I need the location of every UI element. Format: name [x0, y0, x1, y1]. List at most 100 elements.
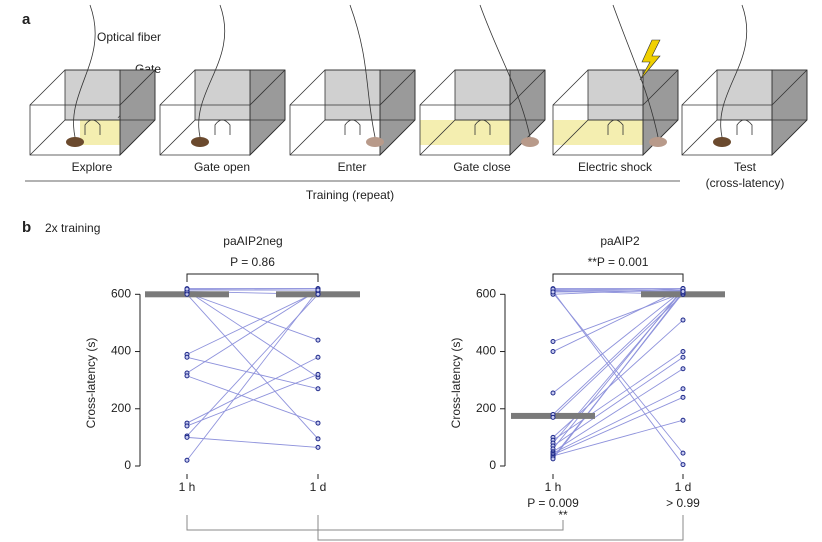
- lit-area: [420, 120, 510, 145]
- dark-front: [716, 69, 773, 121]
- point: [680, 349, 686, 355]
- pair-line: [552, 289, 684, 394]
- chart-title: paAIP2neg: [223, 234, 282, 248]
- point: [184, 354, 190, 360]
- pair-line: [552, 419, 684, 457]
- box: [289, 4, 416, 156]
- pair-line: [186, 356, 319, 390]
- box-edges: [419, 69, 546, 156]
- pair-line: [552, 290, 684, 293]
- bracket: [186, 273, 319, 282]
- y-tick-label: 200: [111, 401, 131, 415]
- fiber: [612, 4, 659, 138]
- box: [29, 4, 156, 156]
- x-tick-label: 1 d: [310, 480, 327, 494]
- point: [680, 394, 686, 400]
- point: [680, 386, 686, 392]
- pair-line: [186, 289, 319, 461]
- pair-line: [552, 291, 684, 465]
- y-tick-label: 200: [476, 401, 496, 415]
- fiber: [720, 4, 748, 138]
- y-tick-label: 600: [111, 286, 131, 300]
- gate: [84, 119, 101, 135]
- y-axis-label: Cross-latency (s): [449, 338, 463, 429]
- box: [552, 4, 679, 156]
- bracket: [552, 273, 684, 282]
- stars: **: [558, 508, 568, 522]
- panel-label: a: [22, 11, 31, 28]
- x-tick-label: 1 h: [179, 480, 196, 494]
- dark-chamber: [379, 69, 416, 156]
- x-tick-label: 1 h: [545, 480, 562, 494]
- stage-label: Enter: [338, 160, 367, 174]
- mouse: [521, 137, 539, 147]
- pair-line: [186, 289, 319, 374]
- point: [680, 462, 686, 468]
- gate: [736, 119, 753, 135]
- fiber: [479, 4, 531, 138]
- chart-title: paAIP2: [600, 234, 640, 248]
- test-label: (cross-latency): [706, 176, 785, 190]
- pair-line: [552, 291, 684, 460]
- point: [315, 444, 321, 450]
- dark-chamber: [771, 69, 808, 156]
- point: [184, 286, 190, 292]
- pair-line: [186, 291, 319, 355]
- stage-label: Explore: [72, 160, 113, 174]
- lightning: [639, 39, 661, 81]
- point: [680, 288, 686, 294]
- connector: [317, 515, 684, 541]
- stage-label: Gate close: [453, 160, 511, 174]
- box: [159, 4, 286, 156]
- box-edges: [29, 69, 156, 156]
- gate: [214, 119, 231, 135]
- pair-line: [552, 288, 684, 291]
- pair-line: [552, 396, 684, 455]
- point: [550, 289, 556, 295]
- fiber: [198, 4, 226, 138]
- point: [315, 337, 321, 343]
- dark-front: [64, 69, 121, 121]
- pair-line: [186, 436, 319, 448]
- dark-chamber: [249, 69, 286, 156]
- p-value: P = 0.009: [527, 496, 579, 510]
- point: [315, 354, 321, 360]
- pair-line: [552, 291, 684, 415]
- comparison: **P = 0.001: [588, 255, 649, 269]
- point: [680, 317, 686, 323]
- y-tick-label: 400: [111, 344, 131, 358]
- pair-line: [552, 351, 684, 441]
- p-value: > 0.99: [666, 496, 700, 510]
- fiber: [73, 4, 96, 138]
- box-edges: [681, 69, 808, 156]
- y-tick-label: 600: [476, 286, 496, 300]
- dark-front: [324, 69, 381, 121]
- y-tick-label: 400: [476, 344, 496, 358]
- point: [550, 390, 556, 396]
- point: [184, 423, 190, 429]
- y-tick-label: 0: [124, 458, 131, 472]
- connector: [186, 515, 564, 531]
- apparatus: [29, 4, 808, 156]
- box: [419, 4, 546, 156]
- mouse: [191, 137, 209, 147]
- point: [315, 436, 321, 442]
- box: [681, 4, 808, 156]
- point: [315, 371, 321, 377]
- point: [550, 414, 556, 420]
- mouse: [713, 137, 731, 147]
- pair-line: [552, 388, 684, 454]
- point: [315, 420, 321, 426]
- dark-chamber: [119, 69, 156, 156]
- stage-label: Electric shock: [578, 160, 653, 174]
- y-axis-label: Cross-latency (s): [84, 338, 98, 429]
- pair-line: [552, 288, 684, 352]
- pair-line: [552, 292, 684, 342]
- dark-front: [587, 69, 644, 121]
- box-edges: [159, 69, 286, 156]
- point: [680, 450, 686, 456]
- mouse: [366, 137, 384, 147]
- panel-label: b: [22, 219, 31, 236]
- box-edges: [552, 69, 679, 156]
